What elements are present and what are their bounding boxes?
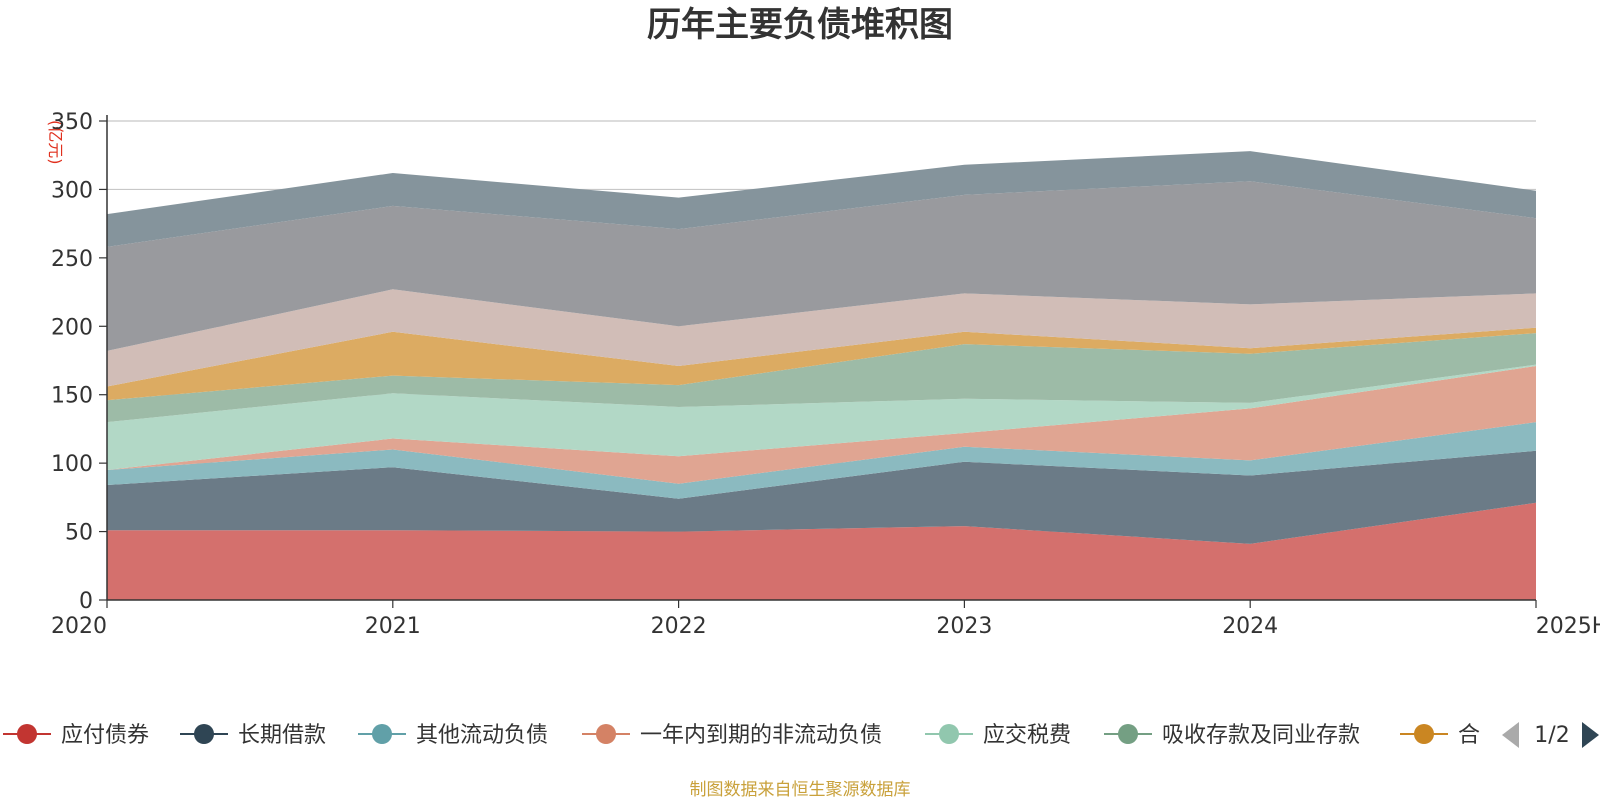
- legend-label: 其他流动负债: [416, 723, 548, 748]
- y-tick-label: 250: [51, 247, 93, 272]
- area-series-4: [107, 366, 1536, 484]
- x-tick-label: 2024: [1222, 614, 1278, 639]
- area-series-1: [107, 502, 1536, 600]
- x-tick-label: 2020: [51, 614, 107, 639]
- legend-label: 合: [1458, 723, 1480, 748]
- legend-circle-icon: [17, 724, 37, 744]
- legend-item-7[interactable]: 合: [1400, 723, 1480, 748]
- legend-circle-icon: [596, 724, 616, 744]
- area-series-8: [107, 289, 1536, 387]
- area-series-9: [107, 181, 1536, 351]
- data-source-note: 制图数据来自恒生聚源数据库: [690, 780, 911, 800]
- y-tick-label: 200: [51, 315, 93, 340]
- legend-circle-icon: [194, 724, 214, 744]
- chart-title: 历年主要负债堆积图: [647, 5, 953, 45]
- y-tick-label: 350: [51, 110, 93, 135]
- axes: 0 50 100 150 200 250 300 350 2020 2021 2022 2023 202…: [51, 110, 1600, 639]
- legend-next-page-icon[interactable]: [1582, 722, 1599, 748]
- legend-label: 一年内到期的非流动负债: [640, 723, 882, 748]
- x-tick-label: 2025H1: [1536, 614, 1600, 639]
- legend-item-3[interactable]: 其他流动负债: [358, 723, 548, 748]
- legend-circle-icon: [1414, 724, 1434, 744]
- legend-item-1[interactable]: 应付债券: [3, 723, 149, 748]
- legend: 应付债券 长期借款 其他流动负债 一年内到期的非流动负债 应交税费 吸收存款及同业存款 合 1…: [3, 722, 1599, 748]
- area-series-10: [107, 151, 1536, 247]
- x-tick-label: 2022: [651, 614, 707, 639]
- legend-item-5[interactable]: 应交税费: [925, 723, 1071, 748]
- legend-label: 吸收存款及同业存款: [1162, 723, 1360, 748]
- area-series-2: [107, 450, 1536, 544]
- y-tick-label: 50: [65, 521, 93, 546]
- y-tick-label: 300: [51, 178, 93, 203]
- legend-page-indicator: 1/2: [1534, 723, 1569, 748]
- y-tick-label: 100: [51, 452, 93, 477]
- legend-circle-icon: [372, 724, 392, 744]
- legend-item-6[interactable]: 吸收存款及同业存款: [1104, 723, 1360, 748]
- legend-prev-page-icon[interactable]: [1502, 722, 1519, 748]
- legend-label: 应付债券: [61, 723, 149, 748]
- x-tick-label: 2021: [365, 614, 421, 639]
- legend-item-4[interactable]: 一年内到期的非流动负债: [582, 723, 882, 748]
- y-tick-label: 0: [79, 589, 93, 614]
- area-series-5: [107, 364, 1536, 470]
- legend-label: 应交税费: [983, 723, 1071, 748]
- legend-circle-icon: [1118, 724, 1138, 744]
- area-series: [107, 151, 1536, 600]
- y-axis-unit: (亿元): [46, 120, 65, 165]
- legend-label: 长期借款: [238, 723, 326, 748]
- legend-circle-icon: [939, 724, 959, 744]
- area-series-6: [107, 333, 1536, 423]
- legend-item-2[interactable]: 长期借款: [180, 723, 326, 748]
- y-tick-label: 150: [51, 384, 93, 409]
- x-tick-label: 2023: [936, 614, 992, 639]
- area-series-3: [107, 422, 1536, 499]
- area-series-7: [107, 327, 1536, 401]
